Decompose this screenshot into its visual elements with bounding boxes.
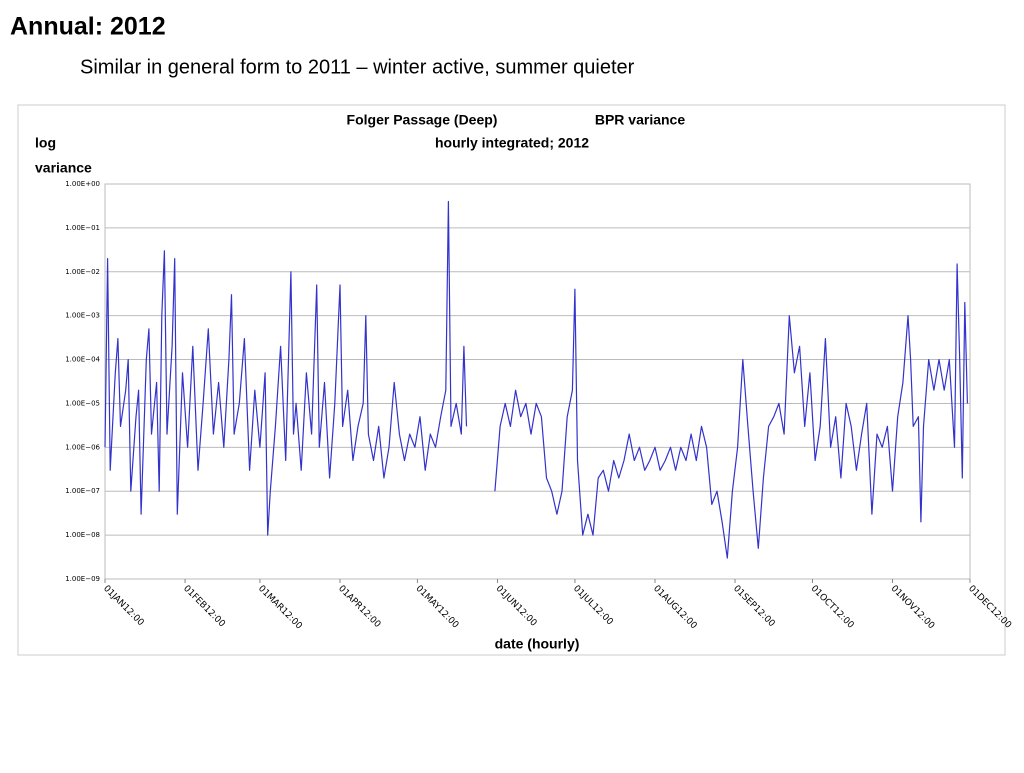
y-tick-label: 1.00E−05 bbox=[65, 399, 100, 407]
y-tick-label: 1.00E−04 bbox=[65, 356, 100, 364]
y-tick-label: 1.00E+00 bbox=[65, 180, 100, 188]
slide-subtitle: Similar in general form to 2011 – winter… bbox=[80, 56, 635, 78]
slide-title: Annual: 2012 bbox=[10, 13, 166, 41]
y-axis-label: variance bbox=[35, 160, 92, 176]
y-tick-label: 1.00E−03 bbox=[65, 312, 100, 320]
series-line bbox=[104, 200, 968, 559]
y-axis-label: log bbox=[35, 135, 56, 151]
plot-area bbox=[104, 183, 971, 580]
y-tick-label: 1.00E−02 bbox=[65, 268, 100, 276]
x-axis-label: date (hourly) bbox=[495, 636, 580, 652]
y-tick-label: 1.00E−06 bbox=[65, 443, 100, 451]
y-tick-label: 1.00E−08 bbox=[65, 531, 100, 539]
y-tick-label: 1.00E−09 bbox=[65, 575, 100, 583]
chart-subtitle: hourly integrated; 2012 bbox=[435, 135, 589, 151]
chart-title: Folger Passage (Deep) bbox=[347, 112, 498, 128]
chart-title-right: BPR variance bbox=[595, 112, 685, 128]
y-tick-label: 1.00E−07 bbox=[65, 487, 100, 495]
y-tick-label: 1.00E−01 bbox=[65, 224, 100, 232]
